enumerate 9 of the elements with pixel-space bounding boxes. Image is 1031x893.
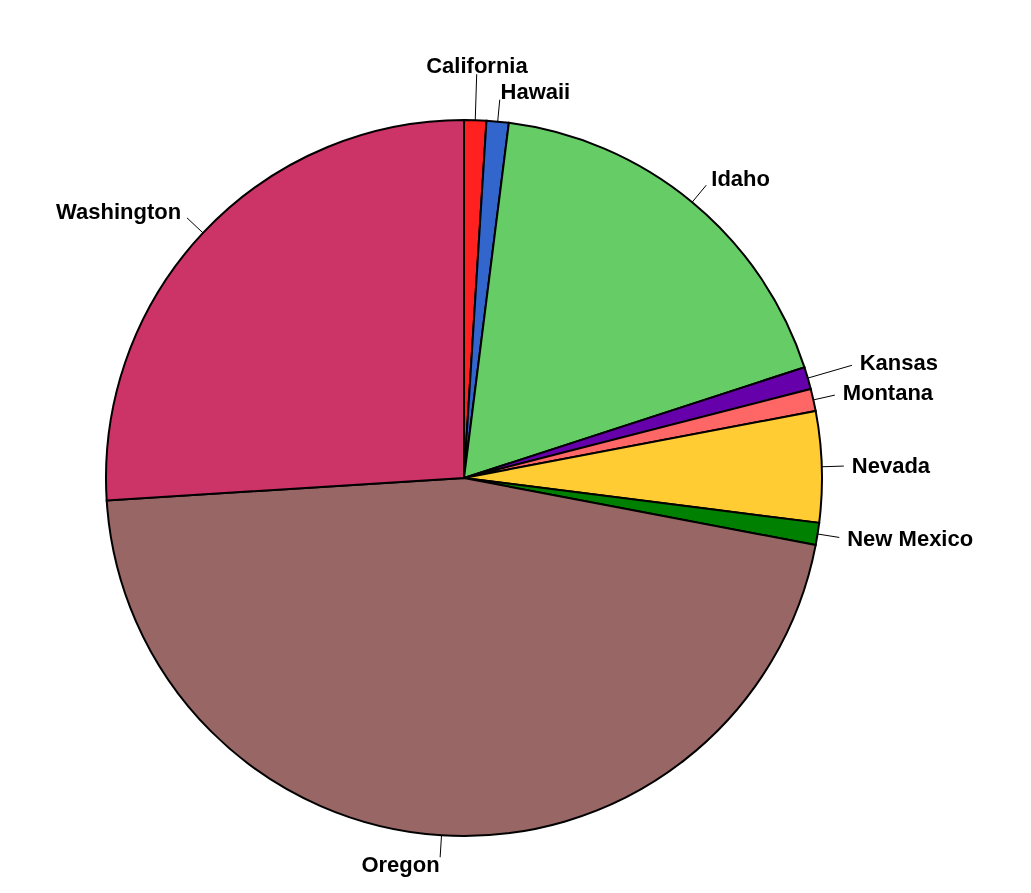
slice-label: Montana (842, 380, 934, 406)
slice-label: Washington (56, 199, 182, 225)
slice-label: New Mexico (847, 525, 974, 551)
slice-label: Oregon (361, 852, 440, 878)
slice-label: Nevada (851, 452, 931, 478)
slice-label: Hawaii (500, 78, 571, 104)
slice-label: Kansas (859, 350, 938, 376)
slice-label: Idaho (711, 166, 770, 192)
slice-label: California (426, 53, 529, 79)
